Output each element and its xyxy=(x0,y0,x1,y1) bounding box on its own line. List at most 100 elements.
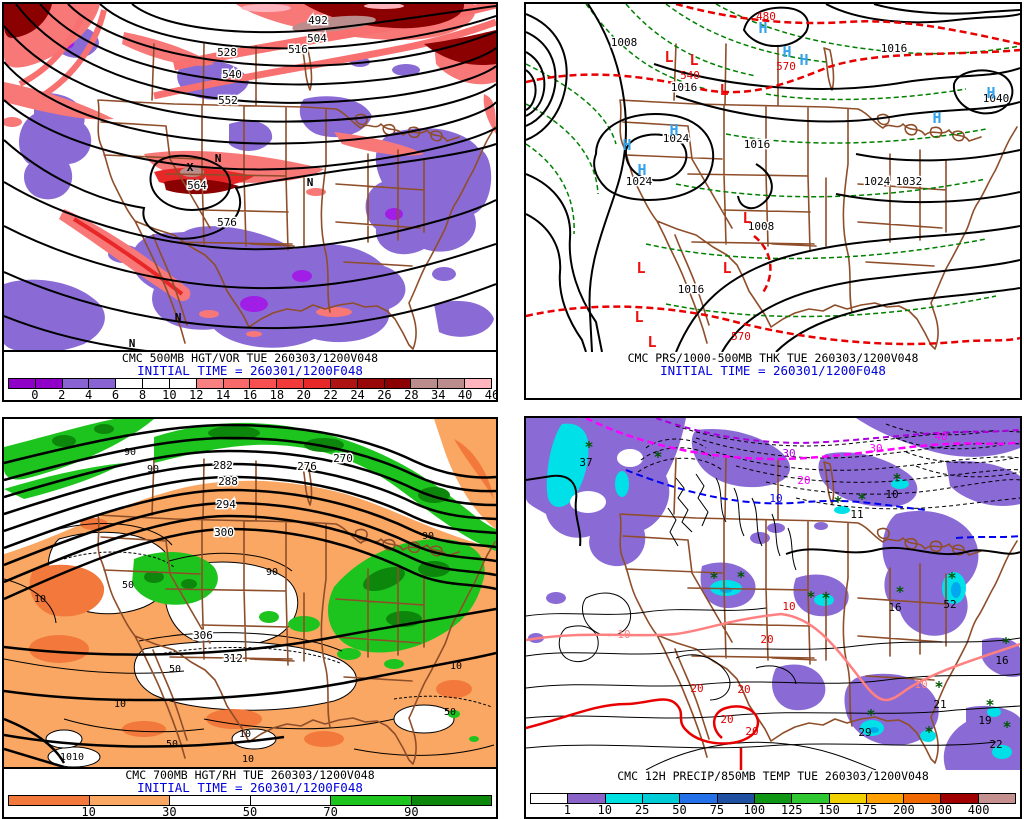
svg-text:1024: 1024 xyxy=(663,132,690,145)
svg-text:20: 20 xyxy=(737,683,750,696)
svg-text:L: L xyxy=(636,259,645,277)
svg-text:50: 50 xyxy=(122,580,134,591)
rh-colorbar-labels: 10 30 50 70 90 xyxy=(81,805,419,819)
svg-text:270: 270 xyxy=(333,452,353,465)
svg-text:10: 10 xyxy=(617,628,630,641)
svg-text:H: H xyxy=(932,109,941,127)
svg-text:16: 16 xyxy=(995,654,1008,667)
svg-text:*: * xyxy=(857,490,866,508)
svg-text:10: 10 xyxy=(242,754,254,765)
svg-text:276: 276 xyxy=(297,460,317,473)
svg-text:22: 22 xyxy=(989,738,1002,751)
svg-text:L: L xyxy=(647,333,656,351)
svg-text:300: 300 xyxy=(214,526,234,539)
svg-text:20: 20 xyxy=(690,682,703,695)
svg-text:90: 90 xyxy=(147,464,159,475)
svg-text:312: 312 xyxy=(223,652,243,665)
svg-text:90: 90 xyxy=(266,567,278,578)
svg-text:*: * xyxy=(985,696,994,714)
vorticity-colorbar xyxy=(8,378,492,389)
svg-text:40: 40 xyxy=(934,430,947,443)
svg-text:H: H xyxy=(637,161,646,179)
svg-text:*: * xyxy=(934,678,943,696)
svg-text:*: * xyxy=(736,568,745,586)
svg-text:20: 20 xyxy=(797,474,810,487)
svg-text:L: L xyxy=(722,259,731,277)
svg-text:X: X xyxy=(187,161,194,174)
svg-text:10: 10 xyxy=(914,678,927,691)
svg-text:*: * xyxy=(709,569,718,587)
svg-text:*: * xyxy=(806,588,815,606)
svg-text:540: 540 xyxy=(680,69,700,82)
svg-text:1008: 1008 xyxy=(748,220,775,233)
svg-text:1040: 1040 xyxy=(983,92,1010,105)
map-700mb-rh: 2822882943003063122702769090501050101010… xyxy=(4,419,496,769)
panel-precip-850temp: 10 20 20 20 20 20 10 10 20 30 40 30 10 * * * * * * * * * * * * * *… xyxy=(524,416,1022,819)
panel-title: CMC 500MB HGT/VOR TUE 260303/1200V048 xyxy=(121,351,379,365)
svg-text:570: 570 xyxy=(776,60,796,73)
svg-text:52: 52 xyxy=(943,598,956,611)
svg-text:N: N xyxy=(307,176,314,189)
svg-text:90: 90 xyxy=(124,447,136,458)
svg-text:10: 10 xyxy=(450,661,462,672)
panel-title: CMC PRS/1000-500MB THK TUE 260303/1200V0… xyxy=(627,351,919,365)
panel-500mb-vorticity: 492 504 516 528 540 552 564 576 N X N N N CMC 500MB … xyxy=(2,2,498,402)
svg-text:1008: 1008 xyxy=(611,36,638,49)
svg-text:L: L xyxy=(742,209,751,227)
svg-text:L: L xyxy=(689,51,698,69)
initial-time: INITIAL TIME = 260301/1200F048 xyxy=(137,780,363,795)
svg-text:H: H xyxy=(986,84,995,102)
svg-text:11: 11 xyxy=(850,508,863,521)
initial-time: INITIAL TIME = 260301/1200F048 xyxy=(660,363,886,378)
svg-text:L: L xyxy=(634,308,643,326)
svg-text:20: 20 xyxy=(720,713,733,726)
svg-text:N: N xyxy=(175,311,182,324)
initial-time: INITIAL TIME = 260301/1200F048 xyxy=(137,363,363,378)
svg-text:1010: 1010 xyxy=(60,752,84,763)
svg-text:19: 19 xyxy=(978,714,991,727)
svg-text:H: H xyxy=(799,51,808,69)
svg-text:20: 20 xyxy=(745,725,758,738)
svg-text:30: 30 xyxy=(869,442,882,455)
svg-text:H: H xyxy=(758,19,767,37)
svg-text:*: * xyxy=(895,583,904,601)
svg-text:1016: 1016 xyxy=(881,42,908,55)
svg-text:504: 504 xyxy=(307,32,327,45)
svg-text:L: L xyxy=(664,48,673,66)
svg-text:*: * xyxy=(653,448,662,466)
svg-text:1024: 1024 xyxy=(626,175,653,188)
svg-text:*: * xyxy=(584,438,593,456)
svg-text:N: N xyxy=(129,337,136,350)
svg-text:*: * xyxy=(947,569,956,587)
svg-text:1016: 1016 xyxy=(744,138,771,151)
panel-title: CMC 700MB HGT/RH TUE 260303/1200V048 xyxy=(125,768,375,782)
panel-700mb-rh: 282 288 294 300 306 312 270 276 90 90 50 10 50 10 10 10… xyxy=(2,417,498,819)
svg-text:480: 480 xyxy=(756,10,776,23)
svg-text:37: 37 xyxy=(579,456,592,469)
svg-text:20: 20 xyxy=(760,633,773,646)
svg-text:H: H xyxy=(669,121,678,139)
map-pressure-thickness: 1008 1016 1016 1040 1024 1024 1016 1024 1032 1008… xyxy=(526,4,1020,352)
svg-text:10: 10 xyxy=(34,594,46,605)
svg-text:10: 10 xyxy=(782,600,795,613)
svg-text:*: * xyxy=(892,470,901,488)
svg-text:282: 282 xyxy=(213,459,233,472)
svg-text:29: 29 xyxy=(858,726,871,739)
svg-text:10: 10 xyxy=(885,488,898,501)
svg-text:492: 492 xyxy=(308,14,328,27)
svg-text:1016: 1016 xyxy=(678,283,705,296)
svg-text:576: 576 xyxy=(217,216,237,229)
svg-text:*: * xyxy=(833,493,842,511)
svg-text:10: 10 xyxy=(114,699,126,710)
precip-colorbar xyxy=(530,793,1016,804)
svg-text:528: 528 xyxy=(217,46,237,59)
svg-text:16: 16 xyxy=(888,601,901,614)
panel-title: CMC 12H PRECIP/850MB TEMP TUE 260303/120… xyxy=(617,769,929,783)
svg-text:50: 50 xyxy=(166,739,178,750)
svg-text:294: 294 xyxy=(216,498,236,511)
svg-text:564: 564 xyxy=(187,179,207,192)
svg-text:21: 21 xyxy=(933,698,946,711)
